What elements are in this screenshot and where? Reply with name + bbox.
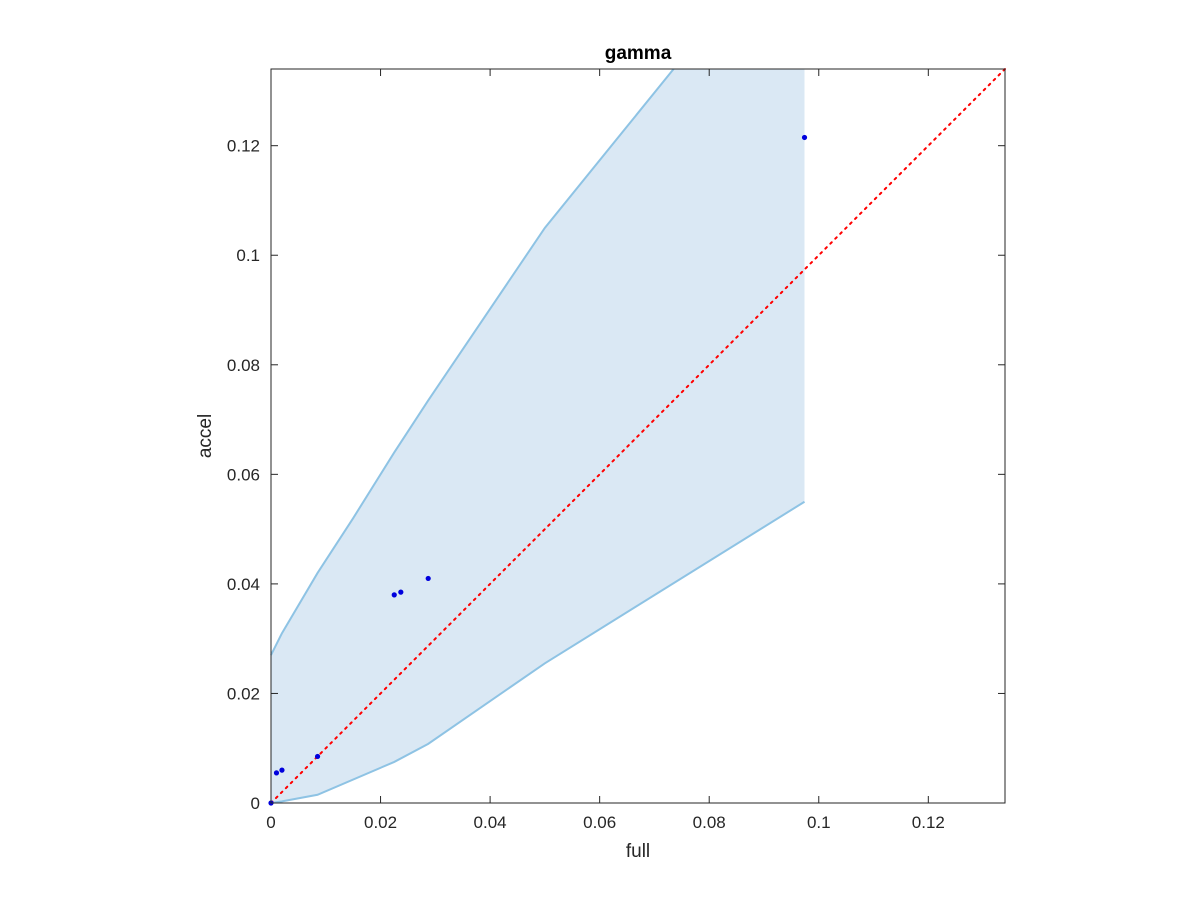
data-points <box>268 134 808 806</box>
data-point <box>273 770 280 776</box>
y-tick-label: 0.12 <box>227 137 260 156</box>
band-lower-edge <box>270 500 806 804</box>
x-axis-label: full <box>626 841 650 862</box>
data-point <box>314 753 321 760</box>
y-tick-label: 0.06 <box>227 465 260 484</box>
data-point <box>398 589 404 595</box>
confidence-band <box>270 68 806 804</box>
y-tick-label: 0 <box>251 794 260 813</box>
band-fill <box>271 69 805 803</box>
data-point <box>425 575 431 582</box>
identity-line <box>270 68 1006 804</box>
y-axis-label: accel <box>195 414 216 458</box>
data-point <box>279 767 285 773</box>
x-tick-label: 0.08 <box>693 813 726 832</box>
x-tick-label: 0.12 <box>912 813 945 832</box>
plot-area: 0 0.02 0.04 0.06 0.08 0.1 0.12 0 0.02 0.04 0.06 0.… <box>227 68 1006 832</box>
x-tick-label: 0.1 <box>807 813 831 832</box>
data-point <box>391 592 397 598</box>
chart-title: gamma <box>605 43 672 64</box>
x-tick-label: 0.06 <box>583 813 616 832</box>
y-tick-label: 0.1 <box>236 246 260 265</box>
y-axis-ticks: 0 0.02 0.04 0.06 0.08 0.1 0.12 <box>227 137 1005 813</box>
y-tick-label: 0.08 <box>227 356 260 375</box>
data-point <box>801 134 808 141</box>
band-upper-edge <box>270 68 675 656</box>
x-tick-label: 0 <box>266 813 275 832</box>
axes-box <box>270 68 1006 804</box>
x-tick-label: 0.02 <box>364 813 397 832</box>
x-axis-ticks: 0 0.02 0.04 0.06 0.08 0.1 0.12 <box>266 69 945 832</box>
y-tick-label: 0.02 <box>227 684 260 703</box>
x-tick-label: 0.04 <box>474 813 507 832</box>
y-tick-label: 0.04 <box>227 575 260 594</box>
